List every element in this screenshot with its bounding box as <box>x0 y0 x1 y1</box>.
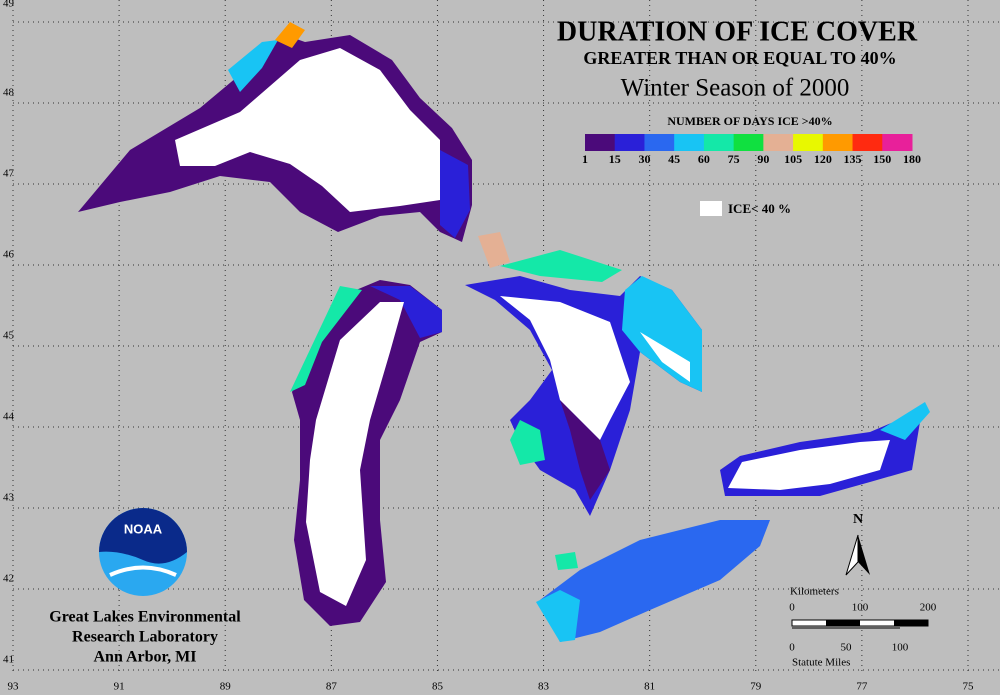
legend-label: 45 <box>668 152 680 166</box>
georgian-open <box>640 332 690 382</box>
legend-swatch <box>585 134 616 151</box>
lon-label: 89 <box>220 681 232 693</box>
huron-open <box>500 296 630 440</box>
legend-swatch <box>674 134 705 151</box>
lake-st-clair <box>555 552 578 570</box>
legend-swatch <box>852 134 883 151</box>
lon-label: 91 <box>114 681 125 693</box>
scale-mi-label: Statute Miles <box>792 657 850 669</box>
legend-label: 180 <box>903 152 921 166</box>
channel-shore <box>478 232 510 268</box>
erie-west <box>536 590 580 642</box>
legend-swatch <box>733 134 764 151</box>
lon-label: 85 <box>432 681 444 693</box>
lon-label: 81 <box>644 681 655 693</box>
legend-label: 105 <box>784 152 802 166</box>
scale-km-tick: 0 <box>789 602 795 614</box>
legend-white-label: ICE< 40 % <box>728 201 791 216</box>
legend-label: 90 <box>757 152 769 166</box>
lon-label: 93 <box>8 681 20 693</box>
scale-km-tick: 200 <box>920 602 937 614</box>
superior-bay <box>275 22 305 48</box>
subtitle: GREATER THAN OR EQUAL TO 40% <box>583 48 896 68</box>
ontario-east <box>880 402 930 440</box>
legend-label: 15 <box>609 152 621 166</box>
superior-open <box>175 48 440 212</box>
legend-swatch <box>763 134 794 151</box>
scale-mi-tick: 50 <box>841 642 853 654</box>
scale-mi-tick: 0 <box>789 642 795 654</box>
north-arrow <box>858 535 870 575</box>
michigan-north <box>370 286 442 338</box>
huron-south <box>560 400 610 500</box>
north-arrow <box>845 534 859 576</box>
lon-label: 75 <box>963 681 975 693</box>
legend-label: 1 <box>582 152 588 166</box>
north-label: N <box>853 512 863 527</box>
noaa-logo: NOAA <box>99 508 187 596</box>
credit-line: Ann Arbor, MI <box>94 649 197 666</box>
legend-title: NUMBER OF DAYS ICE >40% <box>667 114 832 128</box>
title: DURATION OF ICE COVER <box>557 16 918 47</box>
scale-mi-tick: 100 <box>892 642 909 654</box>
lat-label: 44 <box>3 411 15 423</box>
logo-text: NOAA <box>124 521 163 536</box>
credit-line: Research Laboratory <box>72 629 218 646</box>
lakes <box>78 22 930 642</box>
lon-label: 87 <box>326 681 338 693</box>
michigan-open <box>306 302 404 606</box>
saginaw-bay <box>510 420 545 465</box>
legend-label: 60 <box>698 152 710 166</box>
legend-swatch <box>793 134 824 151</box>
lon-label: 83 <box>538 681 550 693</box>
legend-label: 135 <box>844 152 862 166</box>
lat-label: 43 <box>3 492 15 504</box>
legend-label: 150 <box>873 152 891 166</box>
lake-erie <box>540 520 770 642</box>
lat-label: 47 <box>3 168 15 180</box>
green-bay <box>290 286 362 392</box>
legend-label: 30 <box>638 152 650 166</box>
lat-label: 49 <box>3 0 15 10</box>
credit-line: Great Lakes Environmental <box>49 609 241 626</box>
graticule: 49 48 47 46 45 44 43 42 41 93 91 89 87 85 83 81 79 77 75 <box>3 0 1000 693</box>
lat-label: 48 <box>3 87 15 99</box>
scale-bar <box>791 619 929 629</box>
superior-east <box>440 150 470 238</box>
lat-label: 42 <box>3 573 14 585</box>
legend-swatch <box>703 134 735 151</box>
lat-label: 41 <box>3 654 14 666</box>
lat-label: 46 <box>3 249 15 261</box>
legend-label: 120 <box>814 152 832 166</box>
scale-km-tick: 100 <box>852 602 869 614</box>
ontario-open <box>728 440 890 490</box>
lat-label: 45 <box>3 330 15 342</box>
legend: 1 15 30 45 60 75 90 105 120 135 150 180 <box>582 134 921 166</box>
season: Winter Season of 2000 <box>621 75 850 102</box>
legend-white-swatch <box>700 201 722 216</box>
legend-label: 75 <box>728 152 740 166</box>
scale-km-label: Kilometers <box>790 586 839 598</box>
legend-swatch <box>822 134 854 151</box>
lon-label: 77 <box>856 681 868 693</box>
superior-shore <box>228 40 278 92</box>
legend-swatch <box>644 134 675 151</box>
north-channel <box>500 250 622 282</box>
lon-label: 79 <box>750 681 762 693</box>
legend-swatch <box>882 134 913 151</box>
legend-swatch <box>614 134 645 151</box>
